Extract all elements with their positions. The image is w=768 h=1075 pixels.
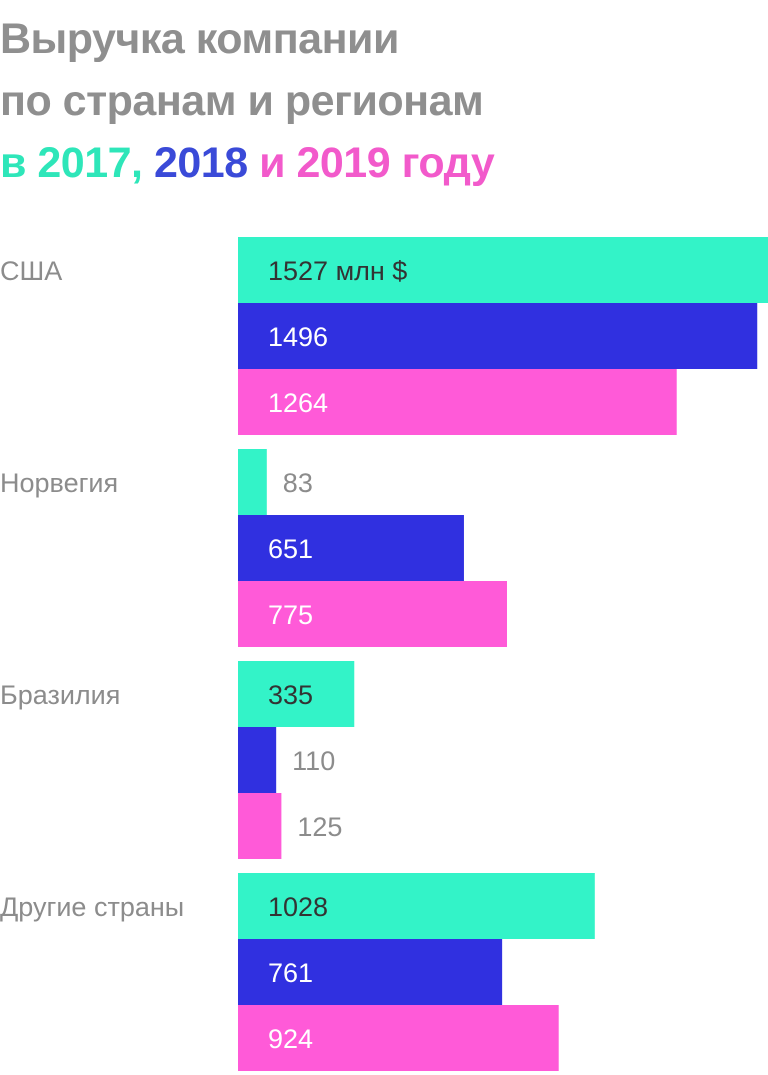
category-label: США (0, 256, 62, 286)
bar-value-label: 651 (268, 534, 313, 564)
bar-value-label: 1264 (268, 388, 328, 418)
bar-value-label: 335 (268, 680, 313, 710)
title-year-2018: 2018 (153, 139, 248, 187)
bar-2018 (238, 939, 503, 1005)
bar-value-label: 110 (292, 746, 335, 776)
bar-value-label: 1527 млн $ (268, 256, 407, 286)
bar-2019 (238, 1005, 559, 1071)
bar-value-label: 924 (268, 1024, 313, 1054)
bar-2017 (238, 237, 768, 303)
title-line-2: по странам и регионам (0, 77, 484, 125)
bar-2017 (238, 449, 267, 515)
bar-value-label: 1028 (268, 892, 328, 922)
bar-value-label: 125 (297, 812, 342, 842)
bar-2017 (238, 873, 595, 939)
title-year-2019: 2019 году (296, 139, 495, 187)
bar-2019 (238, 793, 282, 859)
bar-2018 (238, 303, 758, 369)
title-line-1: Выручка компании (0, 15, 399, 63)
bar-2018 (238, 515, 464, 581)
bar-2017 (238, 661, 355, 727)
title-year-2017: 2017, (37, 139, 143, 187)
bar-2019 (238, 369, 677, 435)
title-prefix: в (0, 139, 26, 187)
category-label: Норвегия (0, 468, 118, 498)
bar-value-label: 1496 (268, 322, 328, 352)
bar-value-label: 761 (268, 958, 313, 988)
title-line-3: в 2017, 2018 и 2019 году (0, 132, 768, 194)
category-label: Другие страны (0, 892, 184, 922)
bar-2019 (238, 581, 507, 647)
chart-title: Выручка компании по странам и регионам в… (0, 8, 768, 194)
category-label: Бразилия (0, 680, 120, 710)
bar-2018 (238, 727, 277, 793)
bar-value-label: 775 (268, 600, 313, 630)
bar-value-label: 83 (283, 468, 313, 498)
title-conjunction: и (259, 139, 286, 187)
